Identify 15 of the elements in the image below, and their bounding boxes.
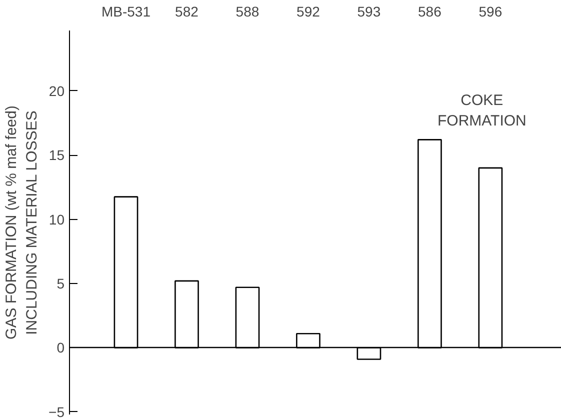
x-tick-label: 586	[418, 4, 442, 20]
x-tick-label: 592	[296, 4, 320, 20]
y-tick-label: 5	[56, 276, 65, 292]
x-tick-label: 588	[236, 4, 260, 20]
annotation: COKE FORMATION	[437, 92, 526, 130]
y-axis-title: GAS FORMATION (wt % maf feed) INCLUDING MATERIAL LOSSES	[3, 106, 41, 340]
x-tick-label: MB-531	[101, 4, 151, 20]
y-tick-label: 15	[48, 147, 65, 164]
x-tick-label: 593	[357, 4, 381, 20]
x-tick-label: 596	[478, 4, 502, 20]
x-tick-label: 582	[175, 4, 199, 20]
y-tick-label: 10	[48, 211, 65, 228]
y-tick-label: −5	[48, 404, 65, 419]
y-tick-label: 20	[48, 82, 65, 99]
y-tick-label: 0	[56, 340, 65, 356]
